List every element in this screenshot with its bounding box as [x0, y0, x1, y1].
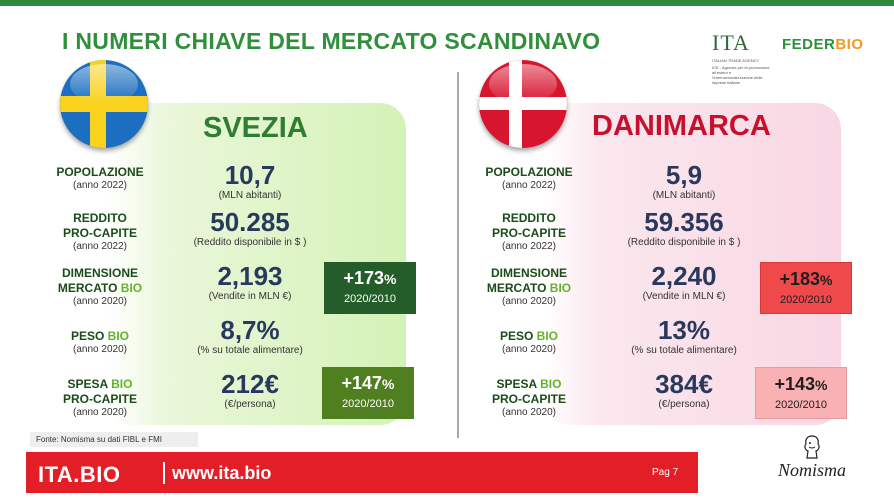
metric-value: 2,193 (Vendite in MLN €)	[208, 261, 292, 302]
metric-value: 13% (% su totale alimentare)	[631, 315, 737, 356]
metric-value: 212€ (€/persona)	[221, 369, 279, 410]
source-note: Fonte: Nomisma su dati FIBL e FMI	[30, 432, 198, 447]
country-name-denmark: DANIMARCA	[592, 110, 771, 142]
metric-label-dimensione: DIMENSIONE MERCATO BIO (anno 2020)	[486, 266, 572, 307]
ita-logo: ITA ITALIAN TRADE AGENCY ICE - Agenzia p…	[712, 30, 772, 85]
growth-badge: +147% 2020/2010	[322, 367, 414, 419]
footer-brand: ITA.BIO	[38, 462, 121, 487]
metric-label-spesa-bio: SPESA BIO PRO-CAPITE (anno 2020)	[491, 377, 566, 418]
metric-label-dimensione: DIMENSIONE MERCATO BIO (anno 2020)	[57, 266, 143, 307]
ita-logo-mark: ITA	[712, 30, 750, 55]
nomisma-logo: Nomisma	[762, 434, 862, 492]
nomisma-wordmark: Nomisma	[777, 460, 846, 480]
denmark-flag-icon	[479, 60, 567, 148]
ita-logo-subtitle: ITALIAN TRADE AGENCY	[712, 58, 760, 63]
panel-divider	[457, 72, 459, 438]
country-name-sweden: SVEZIA	[203, 112, 308, 144]
sweden-flag-icon	[60, 60, 148, 148]
top-accent-bar	[0, 0, 894, 6]
growth-badge: +183% 2020/2010	[760, 262, 852, 314]
metric-label-peso-bio: PESO BIO (anno 2020)	[499, 329, 559, 355]
metric-label-popolazione: POPOLAZIONE (anno 2022)	[56, 165, 144, 191]
federbio-logo-post: BIO	[835, 36, 864, 53]
metric-value: 59.356 (Reddito disponibile in $ )	[627, 207, 741, 248]
page-number: Pag 7	[652, 467, 679, 478]
page-title: I NUMERI CHIAVE DEL MERCATO SCANDINAVO	[62, 28, 601, 54]
metric-label-reddito: REDDITO PRO-CAPITE (anno 2022)	[62, 211, 137, 252]
growth-badge: +173% 2020/2010	[324, 262, 416, 314]
footer-bar: ITA.BIO www.ita.bio Pag 7	[26, 452, 698, 493]
federbio-logo-pre: FEDER	[782, 36, 836, 53]
metric-value: 384€ (€/persona)	[655, 369, 713, 410]
metric-value: 50.285 (Reddito disponibile in $ )	[193, 207, 307, 248]
footer-separator	[163, 462, 165, 484]
footer-url-link[interactable]: www.ita.bio	[172, 463, 272, 483]
metric-label-spesa-bio: SPESA BIO PRO-CAPITE (anno 2020)	[62, 377, 137, 418]
metric-value: 10,7 (MLN abitanti)	[218, 160, 282, 201]
federbio-logo: FEDERBIO	[782, 36, 864, 53]
metric-value: 2,240 (Vendite in MLN €)	[642, 261, 726, 302]
metric-label-popolazione: POPOLAZIONE (anno 2022)	[485, 165, 573, 191]
metric-label-reddito: REDDITO PRO-CAPITE (anno 2022)	[491, 211, 566, 252]
growth-badge: +143% 2020/2010	[755, 367, 847, 419]
metric-label-peso-bio: PESO BIO (anno 2020)	[70, 329, 130, 355]
ita-logo-description: ICE - Agenzia per la promozione all'este…	[712, 65, 770, 85]
metric-value: 8,7% (% su totale alimentare)	[197, 315, 303, 356]
metric-value: 5,9 (MLN abitanti)	[652, 160, 716, 201]
nomisma-emblem-icon	[804, 435, 820, 459]
